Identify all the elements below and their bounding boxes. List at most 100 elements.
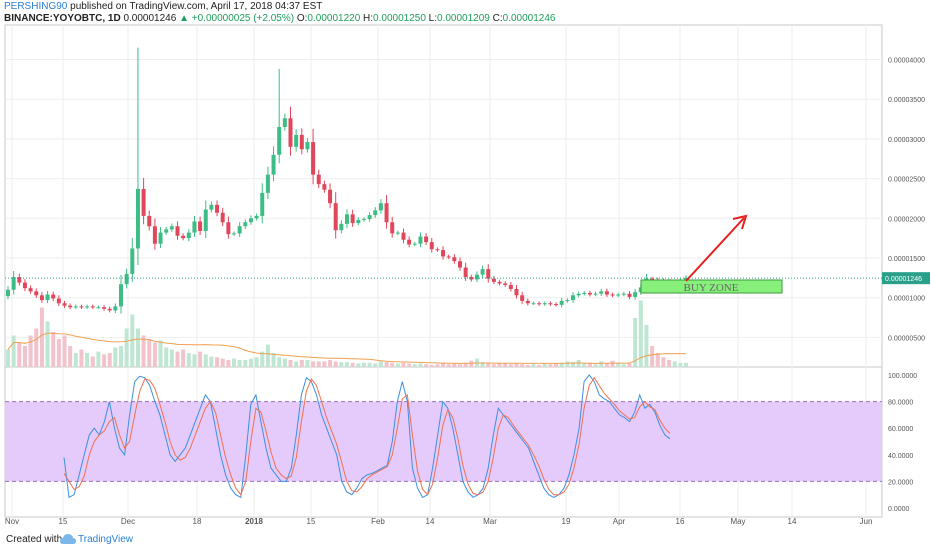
volume-bar [621,364,626,367]
candle-body [537,303,542,305]
stoch-rsi-pane [5,374,882,499]
volume-bar [147,339,152,367]
volume-bar [79,349,84,367]
volume-bar [192,354,197,367]
candle-body [11,277,16,290]
tradingview-brand-link[interactable]: TradingView [78,534,134,545]
volume-bar [616,362,621,367]
price-tick-label: 0.00001500 [888,256,925,263]
volume-bar [684,362,688,367]
volume-bar [130,314,135,367]
price-tick-label: 0.00003000 [888,137,925,144]
volume-bar [248,358,253,367]
candle-body [175,226,180,236]
buy-zone-label: BUY ZONE [684,282,739,294]
x-tick-label: Jun [860,517,873,526]
last-price: 0.00001246 [123,13,177,24]
x-tick-label: Apr [613,517,626,526]
candle-body [299,134,304,150]
volume-bar [407,363,412,367]
volume-bar [237,360,242,367]
candle-body [401,232,406,240]
candle-body [616,294,621,296]
footer-bar: Created with TradingView [0,530,932,550]
volume-bar [531,364,536,367]
candle-body [684,277,688,281]
candle-body [203,209,208,232]
candle-body [435,249,440,251]
volume-bar [6,349,10,367]
volume-bar [356,363,361,367]
volume-bar [102,354,107,367]
volume-bar [243,360,248,367]
volume-bar [209,356,214,367]
candle-body [378,203,383,211]
candle-body [356,219,361,224]
volume-bar [45,321,50,367]
candle-body [390,222,395,234]
open-value: 0.00001220 [307,13,361,24]
volume-bar [412,364,417,367]
candle-body [56,298,61,304]
rsi-band-fill [5,401,882,482]
created-with-text: Created with [6,534,63,545]
volume-bar [85,353,90,367]
candle-body [243,222,248,227]
candle-body [294,134,299,147]
x-tick-label: Nov [5,517,19,526]
candle-body [604,291,609,295]
volume-bar [384,362,389,367]
open-label: O: [296,13,308,24]
volume-bar [633,318,638,367]
last-price-badge [882,272,930,285]
candle-body [333,203,338,231]
volume-bars [6,300,688,367]
volume-bar [554,363,559,367]
volume-bar [401,362,406,367]
candle-body [237,226,242,234]
chart-area[interactable]: 0.00001246 BUY ZONE Nov 15 Dec 18 2018 15 Feb 14… [0,0,932,530]
volume-bar [62,335,67,367]
volume-bar [164,347,169,367]
author-link[interactable]: PERSHING90 [4,1,68,12]
candle-body [73,306,78,308]
x-tick-label: 18 [193,517,202,526]
candle-body [452,257,457,262]
tradingview-cloud-icon [60,534,76,544]
buy-zone-box [640,279,783,294]
candle-body [248,218,253,223]
close-value: 0.00001246 [502,13,556,24]
volume-bar [548,364,553,367]
symbol-label[interactable]: BINANCE:YOYOBTC, 1D [4,13,121,24]
volume-bar [215,357,220,367]
candle-body [429,242,434,250]
volume-bar [39,307,44,367]
volume-bar [458,364,462,367]
volume-bar [339,362,344,367]
candle-body [45,294,50,301]
volume-bar [571,362,575,367]
x-tick-label: 19 [562,517,571,526]
volume-bar [593,364,598,367]
volume-bar [294,361,299,367]
volume-bar [650,346,655,367]
volume-bar [333,361,338,367]
volume-bar [277,357,282,367]
candle-body [520,295,525,301]
x-tick-label: 15 [59,517,68,526]
volume-bar [525,364,530,367]
volume-bar [96,351,101,367]
volume-bar [68,346,73,367]
volume-bar [627,363,632,367]
candle-body [525,300,530,304]
volume-bar [328,360,333,367]
candle-body [412,243,417,245]
candle-body [587,292,592,295]
candle-body [6,289,10,297]
candle-body [282,118,287,127]
candle-body [480,269,485,275]
volume-bar [28,335,33,367]
volume-bar [265,344,270,367]
candle-body [28,288,33,292]
candle-body [130,248,135,274]
